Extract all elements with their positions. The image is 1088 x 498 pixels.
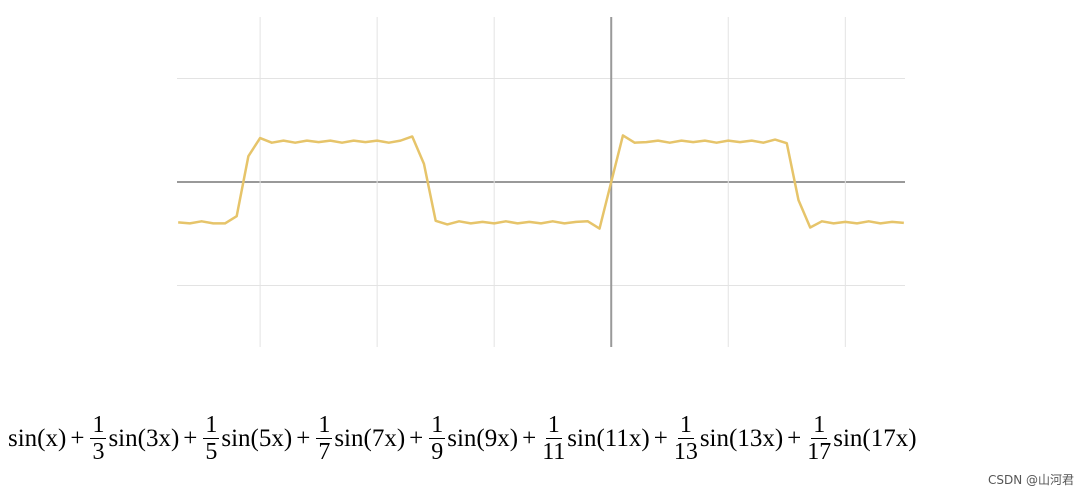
fraction: 1 11: [542, 412, 565, 466]
watermark: CSDN @山河君: [987, 473, 1074, 487]
curve: [178, 134, 904, 230]
operator: +: [296, 424, 311, 452]
denominator: 7: [318, 439, 331, 466]
numerator: 1: [677, 412, 694, 440]
formula: sin(x) +1 3 sin(3x) +1 5 sin(5x) +1 7 sin(7x) +1 9 s…: [8, 412, 1080, 466]
operator: +: [183, 424, 198, 452]
denominator: 9: [431, 439, 444, 466]
denominator: 17: [807, 439, 832, 466]
denominator: 11: [542, 439, 566, 466]
term: sin(3x): [108, 424, 180, 452]
operator: +: [409, 424, 424, 452]
denominator: 5: [205, 439, 218, 466]
term: sin(17x): [833, 424, 917, 452]
term: sin(7x): [334, 424, 406, 452]
operator: +: [70, 424, 85, 452]
denominator: 13: [673, 439, 698, 466]
term: sin(5x): [221, 424, 293, 452]
denominator: 3: [92, 439, 105, 466]
operator: +: [787, 424, 802, 452]
numerator: 1: [90, 412, 107, 440]
term: sin(13x): [699, 424, 784, 452]
term: sin(x): [8, 424, 67, 452]
numerator: 1: [545, 412, 562, 440]
term: sin(9x): [447, 424, 519, 452]
operator: +: [653, 424, 668, 452]
numerator: 1: [811, 412, 828, 440]
operator: +: [522, 424, 537, 452]
chart: [177, 17, 905, 347]
fraction: 1 13: [674, 412, 698, 466]
numerator: 1: [429, 412, 446, 440]
term: sin(11x): [567, 424, 650, 452]
numerator: 1: [203, 412, 220, 440]
fraction: 1 17: [807, 412, 831, 466]
numerator: 1: [316, 412, 333, 440]
